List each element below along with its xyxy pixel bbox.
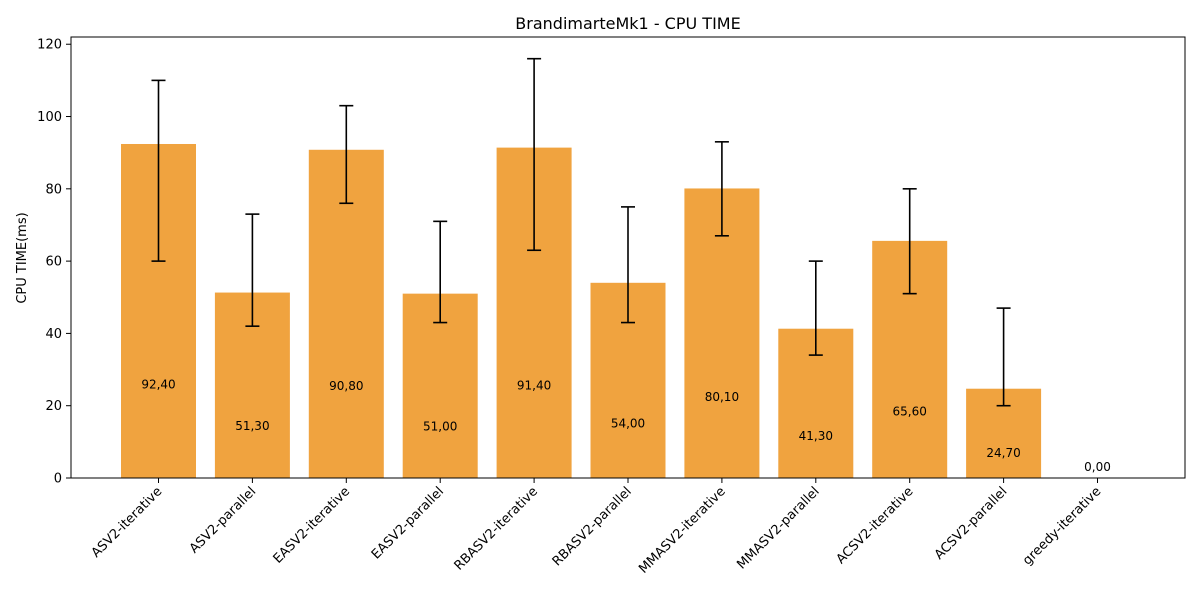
y-tick-label: 20 xyxy=(45,399,62,414)
bars-group xyxy=(121,143,1042,479)
value-labels-group: 92,40 51,30 90,80 51,00 91,40 54,00 80,10 41,30… xyxy=(141,377,1111,474)
x-tick-label: RBASV2-parallel xyxy=(550,484,635,569)
y-axis-label: CPU TIME(ms) xyxy=(15,212,30,303)
bar-value-label: 51,30 xyxy=(235,419,269,433)
bar-value-label: 41,30 xyxy=(799,429,833,443)
y-tick-label: 100 xyxy=(37,110,62,125)
x-tick-label: ASV2-iterative xyxy=(89,484,166,561)
bar-value-label: 80,10 xyxy=(705,390,739,404)
bar-value-label: 92,40 xyxy=(141,377,175,391)
y-tick-label: 0 xyxy=(54,472,62,487)
bar-value-label: 0,00 xyxy=(1084,460,1111,474)
bar-value-label: 91,40 xyxy=(517,378,551,392)
bar-value-label: 90,80 xyxy=(329,379,363,393)
y-tick-label: 60 xyxy=(45,255,62,270)
error-bars-group xyxy=(151,57,1011,407)
bar-value-label: 24,70 xyxy=(986,446,1020,460)
bar xyxy=(402,293,478,478)
x-tick-label: MMASV2-iterative xyxy=(636,484,729,577)
y-axis: 0 20 40 60 80 100 120 xyxy=(37,38,71,487)
x-tick-label: MMASV2-parallel xyxy=(734,484,822,572)
bar-value-label: 65,60 xyxy=(893,405,927,419)
x-tick-label: greedy-iterative xyxy=(1020,484,1104,568)
bar-value-label: 51,00 xyxy=(423,419,457,433)
y-tick-label: 120 xyxy=(37,38,62,53)
x-tick-label: RBASV2-iterative xyxy=(452,484,541,573)
bar xyxy=(684,188,760,478)
y-tick-label: 80 xyxy=(45,182,62,197)
x-tick-label: EASV2-parallel xyxy=(369,484,447,562)
bar-value-label: 54,00 xyxy=(611,416,645,430)
x-tick-label: ACSV2-parallel xyxy=(932,484,1011,563)
x-tick-label: ASV2-parallel xyxy=(187,484,259,556)
chart-title: BrandimarteMk1 - CPU TIME xyxy=(515,14,740,33)
y-tick-label: 40 xyxy=(45,327,62,342)
x-tick-label: ACSV2-iterative xyxy=(834,484,917,567)
x-axis: ASV2-iterative ASV2-parallel EASV2-iterati… xyxy=(89,478,1104,577)
bar xyxy=(308,149,384,478)
x-tick-label: EASV2-iterative xyxy=(271,484,353,566)
